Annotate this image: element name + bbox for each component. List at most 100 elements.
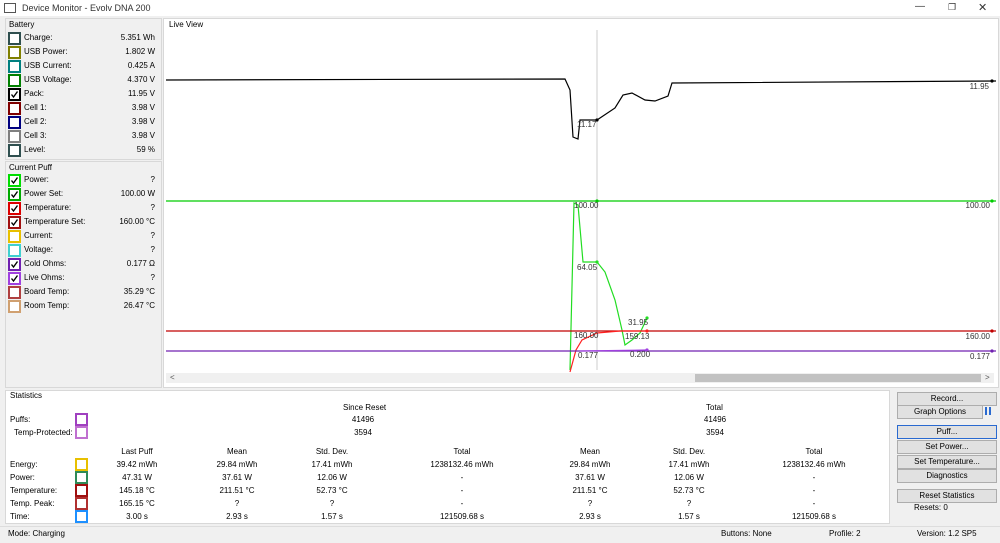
point — [645, 348, 649, 352]
checkbox[interactable] — [8, 300, 21, 313]
row-label: Room Temp: — [24, 301, 70, 310]
checkbox[interactable] — [8, 116, 21, 129]
checkbox[interactable] — [8, 60, 21, 73]
row-value: 3.98 V — [131, 103, 155, 112]
stat-cell: 2.93 s — [579, 512, 601, 521]
row-value: 35.29 °C — [123, 287, 155, 296]
scroll-left[interactable]: < — [170, 373, 175, 382]
stat-cell: 17.41 mWh — [311, 460, 353, 469]
puff-row-label: Puffs: — [10, 415, 31, 424]
stat-row-label: Power: — [10, 473, 35, 482]
battery-group — [5, 18, 162, 160]
checkbox[interactable] — [8, 258, 21, 271]
checkbox[interactable] — [8, 272, 21, 285]
resets: Resets: 0 — [914, 503, 948, 512]
checkbox[interactable] — [8, 46, 21, 59]
check-mark — [10, 191, 19, 199]
row-value: 160.00 °C — [119, 217, 155, 226]
button[interactable]: Set Power... — [897, 440, 997, 454]
checkbox[interactable] — [75, 497, 88, 510]
row-value: 3.98 V — [131, 117, 155, 126]
checkbox[interactable] — [75, 413, 88, 426]
stat-cell: 12.06 W — [674, 473, 704, 482]
checkbox[interactable] — [8, 202, 21, 215]
checkbox[interactable] — [8, 102, 21, 115]
checkbox[interactable] — [8, 74, 21, 87]
checkbox[interactable] — [8, 286, 21, 299]
graph-label: 0.177 — [578, 351, 599, 360]
point — [990, 199, 994, 203]
row-label: Cold Ohms: — [24, 259, 67, 268]
row-label: Cell 3: — [24, 131, 47, 140]
checkbox[interactable] — [75, 426, 88, 439]
stat-cell: - — [460, 473, 464, 482]
status-version: Version: 1.2 SP5 — [917, 529, 977, 538]
current-puff-title: Current Puff — [9, 163, 52, 172]
button[interactable]: Graph Options — [897, 405, 983, 419]
live-ohms-trace — [579, 349, 648, 352]
checkbox[interactable] — [8, 32, 21, 45]
row-value: 0.177 Ω — [126, 259, 155, 268]
point — [990, 79, 994, 83]
graph-label: 0.177 — [970, 352, 991, 361]
restore[interactable]: ❐ — [948, 2, 957, 12]
column-header: Total — [453, 447, 471, 456]
checkbox[interactable] — [8, 144, 21, 157]
row-label: Charge: — [24, 33, 53, 42]
stat-cell: 52.73 °C — [673, 486, 705, 495]
minimize[interactable]: — — [915, 1, 925, 12]
close[interactable]: ✕ — [978, 2, 988, 14]
stat-cell: 1.57 s — [321, 512, 343, 521]
row-value: 11.95 V — [128, 89, 155, 98]
row-label: USB Voltage: — [24, 75, 72, 84]
row-label: Board Temp: — [24, 287, 70, 296]
statistics-title: Statistics — [10, 391, 43, 400]
checkbox[interactable] — [75, 484, 88, 497]
point — [645, 316, 649, 320]
checkbox[interactable] — [75, 510, 88, 523]
live-view-title: Live View — [169, 20, 204, 29]
checkbox[interactable] — [8, 174, 21, 187]
check-mark — [10, 219, 19, 227]
stat-cell: 29.84 mWh — [569, 460, 611, 469]
since-reset-value: 41496 — [351, 415, 375, 424]
title-bar — [0, 0, 1000, 16]
checkbox[interactable] — [8, 216, 21, 229]
row-value: 100.00 W — [120, 189, 155, 198]
stat-cell: - — [812, 486, 816, 495]
stat-cell: 3.00 s — [126, 512, 148, 521]
button[interactable]: Set Temperature... — [897, 455, 997, 469]
total-heading: Total — [706, 403, 723, 412]
button[interactable]: Puff... — [897, 425, 997, 439]
since-reset-value: 3594 — [354, 428, 372, 437]
graph-label: 160.00 — [574, 331, 599, 340]
row-label: Power: — [24, 175, 49, 184]
checkbox[interactable] — [8, 130, 21, 143]
stat-cell: 29.84 mWh — [216, 460, 258, 469]
checkbox[interactable] — [8, 230, 21, 243]
stat-cell: - — [812, 473, 816, 482]
status-profile: Profile: 2 — [829, 529, 861, 538]
button[interactable]: Diagnostics — [897, 469, 997, 483]
scrollbar-track — [166, 373, 994, 383]
scroll-right[interactable]: > — [985, 373, 990, 382]
row-value: ? — [150, 245, 155, 254]
stat-cell: ? — [587, 499, 593, 508]
checkbox[interactable] — [75, 458, 88, 471]
checkbox[interactable] — [8, 88, 21, 101]
button[interactable]: Record... — [897, 392, 997, 406]
button[interactable]: Reset Statistics — [897, 489, 997, 503]
stat-cell: ? — [329, 499, 335, 508]
checkbox[interactable] — [75, 471, 88, 484]
status-bar — [0, 526, 1000, 543]
row-value: 5.351 Wh — [120, 33, 155, 42]
stat-cell: - — [460, 499, 464, 508]
column-header: Total — [805, 447, 823, 456]
row-label: Live Ohms: — [24, 273, 65, 282]
pause-icon[interactable] — [985, 407, 987, 415]
scrollbar-thumb[interactable] — [695, 374, 981, 382]
row-value: 4.370 V — [127, 75, 155, 84]
window-title: Device Monitor - Evolv DNA 200 — [22, 3, 151, 13]
checkbox[interactable] — [8, 244, 21, 257]
checkbox[interactable] — [8, 188, 21, 201]
